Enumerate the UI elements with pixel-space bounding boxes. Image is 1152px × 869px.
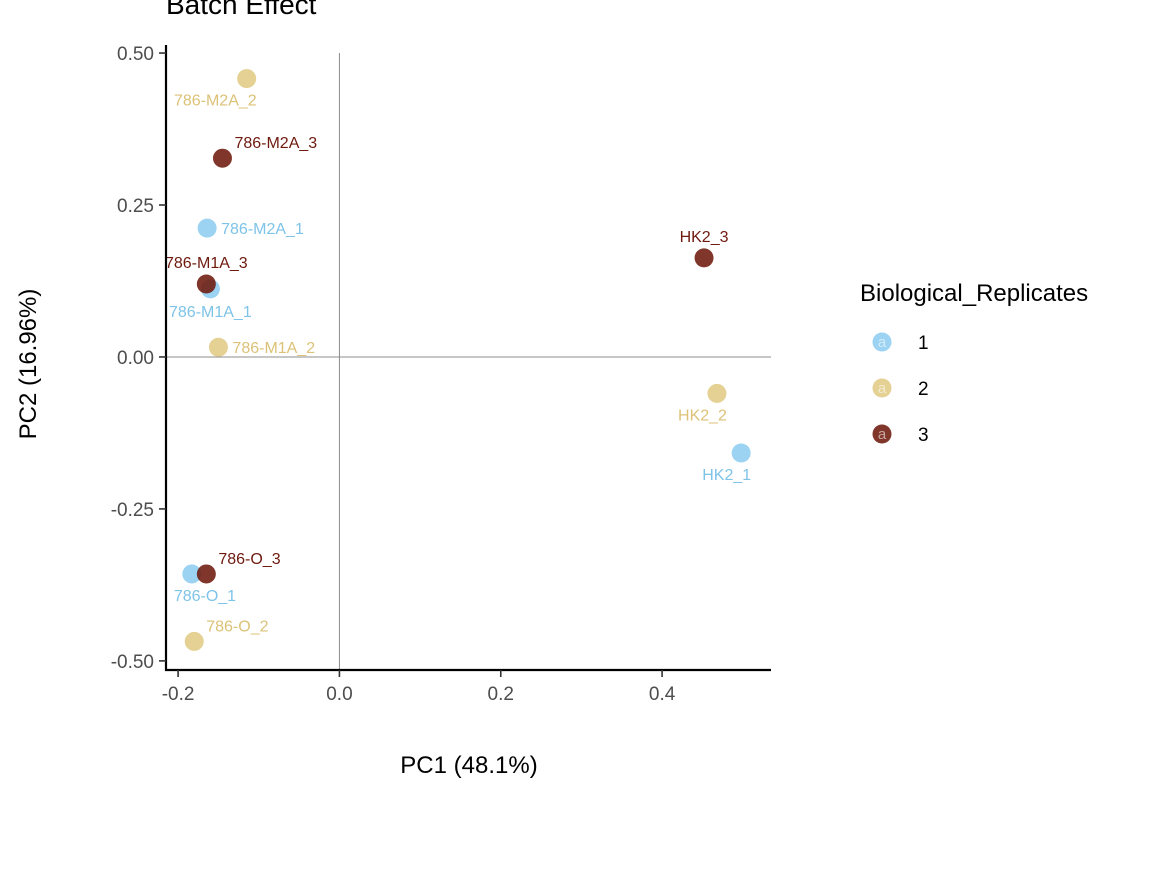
- point-label: 786-M2A_1: [221, 221, 304, 238]
- data-point: [196, 274, 216, 294]
- chart-title: Batch Effect: [166, 0, 317, 20]
- data-point: [182, 564, 202, 584]
- x-tick-label: 0.4: [649, 684, 676, 705]
- legend-key: [872, 332, 892, 352]
- tick-labels: -0.2 0.0 0.2 0.4 -0.50 -0.25 0.00 0.25 0.50: [111, 44, 676, 705]
- legend-label: 3: [918, 425, 929, 446]
- point-label: 786-M1A_2: [232, 340, 315, 357]
- y-tick-label: 0.00: [117, 348, 154, 369]
- data-point: [707, 383, 727, 403]
- y-tick-label: -0.25: [111, 500, 154, 521]
- x-tick-label: 0.0: [326, 684, 352, 705]
- point-label: 786-M2A_3: [234, 135, 317, 152]
- legend-key: [872, 378, 892, 398]
- reference-lines: [166, 53, 771, 670]
- legend: Biological_Replicates a 1 a 2 a 3: [860, 280, 1088, 446]
- axes: [164, 45, 771, 672]
- point-label: HK2_1: [702, 467, 751, 484]
- y-tick-label: 0.25: [117, 196, 154, 217]
- legend-label: 1: [918, 333, 929, 354]
- point-label: HK2_2: [678, 407, 727, 424]
- point-label: 786-M2A_2: [174, 93, 257, 110]
- data-point: [208, 337, 228, 357]
- legend-key-glyph: a: [878, 426, 887, 443]
- data-point: [212, 148, 232, 168]
- point-labels: 786-M2A_2 786-M2A_3 786-M2A_1 786-M1A_1 786-…: [165, 93, 751, 636]
- legend-label: 2: [918, 379, 929, 400]
- legend-key: [872, 424, 892, 444]
- data-point: [184, 631, 204, 651]
- point-label: 786-M1A_3: [165, 255, 248, 272]
- data-points: [182, 69, 751, 651]
- y-tick-label: 0.50: [117, 44, 154, 65]
- x-tick-label: 0.2: [488, 684, 514, 705]
- data-point: [196, 564, 216, 584]
- data-point: [237, 69, 257, 89]
- point-label: 786-O_1: [174, 588, 236, 605]
- data-point: [197, 218, 217, 238]
- x-tick-label: -0.2: [162, 684, 195, 705]
- x-axis-title: PC1 (48.1%): [400, 752, 537, 779]
- point-label: HK2_3: [680, 229, 729, 246]
- legend-key-glyph: a: [878, 380, 887, 397]
- data-point: [731, 443, 751, 463]
- y-tick-label: -0.50: [111, 652, 154, 673]
- legend-key-glyph: a: [878, 334, 887, 351]
- y-axis-title: PC2 (16.96%): [15, 289, 42, 440]
- point-label: 786-M1A_1: [169, 304, 252, 321]
- legend-title: Biological_Replicates: [860, 280, 1088, 307]
- point-label: 786-O_3: [218, 551, 280, 568]
- data-point: [694, 248, 714, 268]
- point-label: 786-O_2: [206, 618, 268, 635]
